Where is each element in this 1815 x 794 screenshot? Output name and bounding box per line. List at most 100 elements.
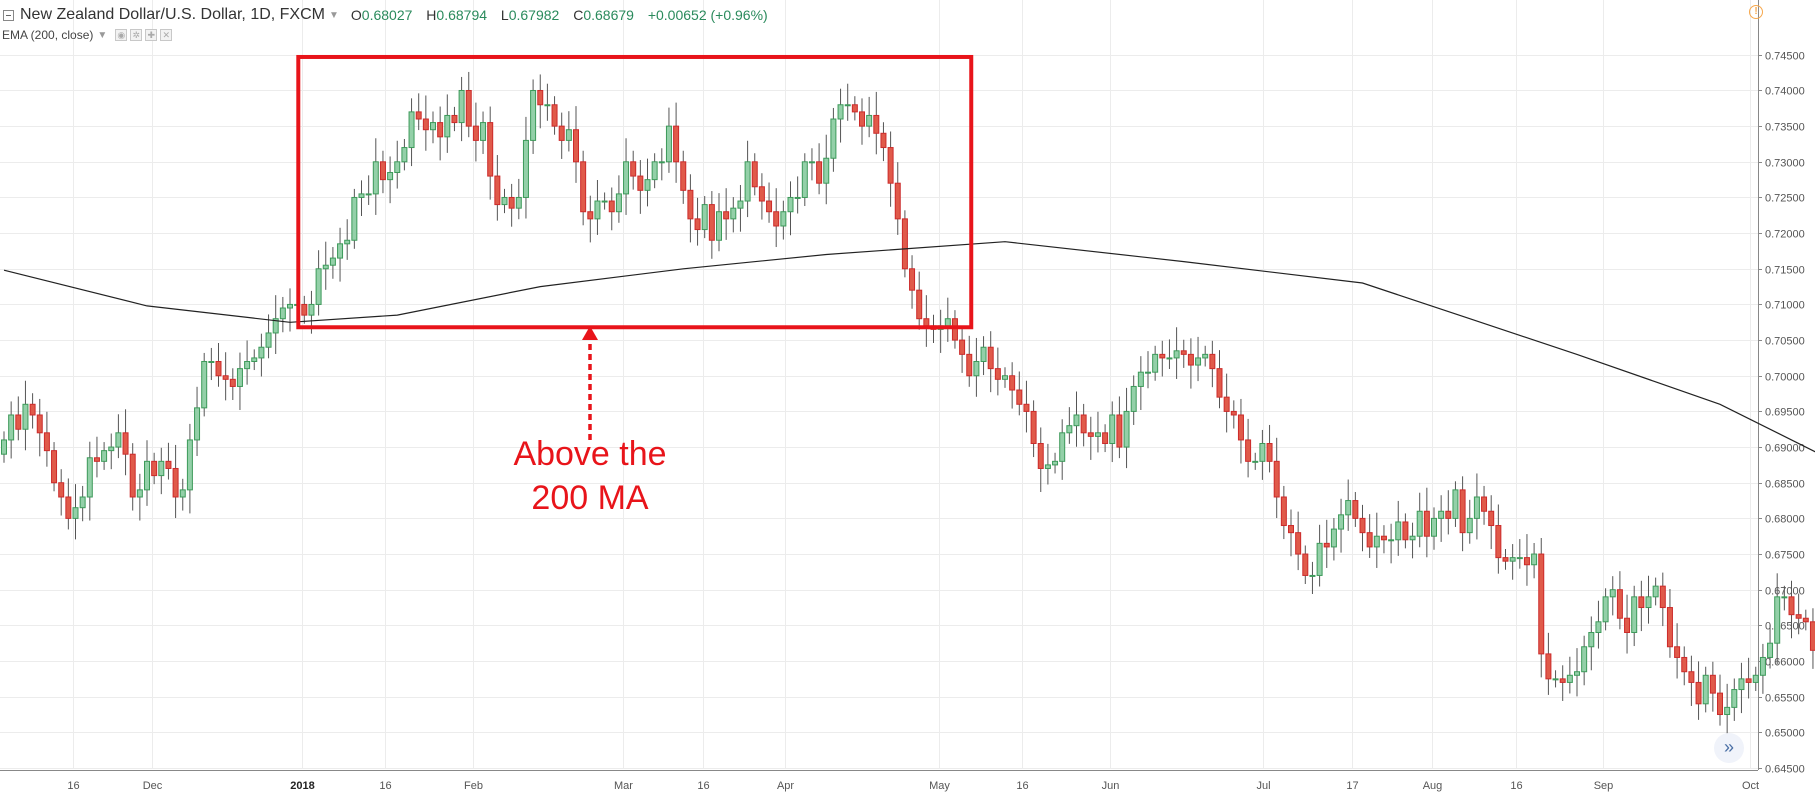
- candle: [1459, 476, 1466, 552]
- candle: [580, 150, 587, 226]
- more-icon[interactable]: ✚: [145, 29, 158, 41]
- x-tick-label: Apr: [777, 780, 794, 792]
- candle-body: [1502, 557, 1509, 562]
- candle: [401, 138, 408, 171]
- candle: [1666, 588, 1673, 658]
- candle: [687, 174, 694, 243]
- candle: [1273, 437, 1280, 519]
- candle: [244, 340, 251, 385]
- candle-body: [1445, 510, 1452, 519]
- candle: [1002, 367, 1008, 388]
- candle: [909, 255, 916, 309]
- candle-body: [1087, 432, 1094, 437]
- candle-body: [351, 196, 358, 241]
- candle-body: [43, 432, 50, 452]
- candle: [1602, 588, 1609, 631]
- candle: [1323, 519, 1330, 568]
- candle-body: [1645, 596, 1652, 609]
- candle-body: [1759, 656, 1766, 676]
- candle: [487, 106, 494, 200]
- candle: [501, 188, 508, 214]
- candle-body: [1767, 642, 1774, 658]
- candle-body: [751, 161, 758, 188]
- candle: [458, 76, 465, 142]
- candle-body: [987, 346, 994, 370]
- candle-body: [372, 161, 379, 195]
- candle: [901, 210, 908, 278]
- candle: [1152, 345, 1159, 381]
- candle: [1709, 661, 1716, 712]
- candle-body: [1616, 589, 1623, 619]
- highlight-box: [296, 54, 974, 330]
- candle-body: [122, 432, 129, 455]
- candle-body: [1452, 489, 1459, 519]
- candle: [258, 333, 265, 377]
- x-tick-label: 16: [1510, 780, 1522, 792]
- candles: [1, 71, 1815, 736]
- candle-body: [1752, 674, 1759, 683]
- candle: [72, 484, 79, 540]
- candle-body: [1702, 674, 1709, 705]
- candle-body: [515, 196, 522, 209]
- candle: [186, 423, 193, 514]
- close-icon[interactable]: ✕: [160, 29, 173, 41]
- candle-body: [394, 161, 401, 174]
- candle-body: [901, 218, 908, 270]
- y-tick-label: 0.68500: [1765, 479, 1805, 491]
- chevron-down-icon[interactable]: ▼: [328, 9, 339, 21]
- y-tick-label: 0.73000: [1765, 158, 1805, 170]
- candle: [422, 95, 429, 151]
- candle: [79, 485, 86, 522]
- candle: [1502, 549, 1509, 570]
- candle: [1767, 624, 1774, 669]
- candle-body: [994, 368, 1001, 380]
- candle: [1259, 429, 1266, 480]
- low-label: L: [500, 7, 509, 23]
- x-tick-label: May: [929, 780, 950, 792]
- candle-body: [522, 139, 529, 198]
- indicator-label[interactable]: EMA (200, close): [2, 28, 94, 42]
- candle: [751, 153, 758, 196]
- candle: [215, 342, 222, 387]
- candle-body: [580, 161, 587, 213]
- candle-body: [1066, 425, 1073, 434]
- candle-body: [1309, 574, 1316, 577]
- candle-body: [508, 196, 515, 209]
- candle: [716, 193, 722, 252]
- eye-icon[interactable]: ◉: [115, 29, 128, 41]
- candle-body: [15, 414, 22, 430]
- chevron-down-icon[interactable]: ▼: [97, 29, 108, 41]
- candle: [1645, 575, 1652, 624]
- candle-body: [1402, 521, 1409, 541]
- candle-body: [365, 193, 372, 196]
- y-tick-label: 0.69500: [1765, 407, 1805, 419]
- candle: [1202, 345, 1209, 367]
- candle: [630, 150, 637, 190]
- alert-icon[interactable]: !: [1749, 5, 1763, 19]
- candle: [151, 452, 158, 485]
- candle: [980, 336, 987, 376]
- candle-body: [408, 111, 415, 149]
- symbol-title[interactable]: New Zealand Dollar/U.S. Dollar, 1D, FXCM: [20, 6, 325, 23]
- candle-body: [1674, 646, 1681, 658]
- candle: [1523, 534, 1530, 586]
- candle-body: [1152, 353, 1159, 373]
- x-tick-label: 2018: [290, 780, 314, 792]
- candle: [587, 195, 594, 243]
- candle: [1509, 544, 1516, 580]
- collapse-icon[interactable]: [3, 9, 14, 21]
- candle-body: [1002, 375, 1008, 380]
- candle: [179, 478, 186, 511]
- annotations: [296, 54, 974, 440]
- candle: [265, 314, 272, 359]
- candle: [351, 188, 358, 249]
- double-chevron-right-icon[interactable]: »: [1714, 733, 1744, 763]
- candle-body: [1288, 525, 1294, 534]
- gear-icon[interactable]: ✲: [130, 29, 143, 41]
- candle: [737, 184, 744, 232]
- candle-body: [866, 114, 873, 127]
- candle-body: [1080, 414, 1087, 434]
